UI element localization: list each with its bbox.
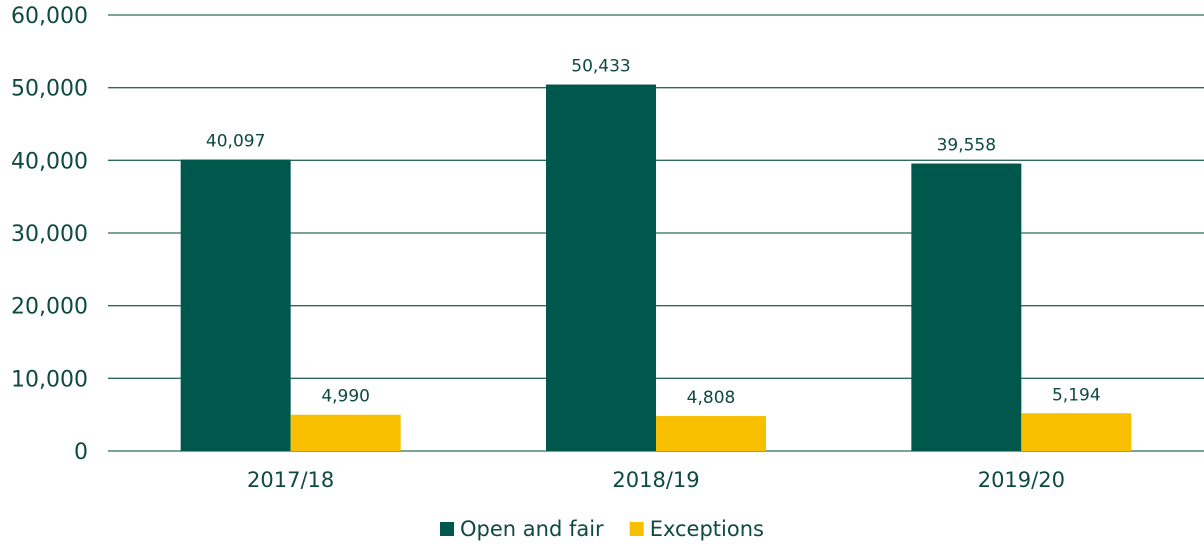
data-label: 4,990 xyxy=(321,387,370,407)
bar xyxy=(546,84,656,451)
legend-label: Exceptions xyxy=(650,517,764,541)
data-label: 4,808 xyxy=(687,388,736,408)
x-tick-label: 2017/18 xyxy=(247,468,334,492)
y-tick-label: 0 xyxy=(74,440,88,465)
y-tick-label: 30,000 xyxy=(11,222,88,247)
data-label: 5,194 xyxy=(1052,385,1101,405)
x-tick-label: 2018/19 xyxy=(612,468,699,492)
bar xyxy=(911,163,1022,451)
bar xyxy=(1021,413,1132,451)
data-label: 39,558 xyxy=(937,136,996,156)
data-label: 40,097 xyxy=(206,132,265,152)
legend-label: Open and fair xyxy=(460,517,604,541)
y-tick-label: 10,000 xyxy=(11,367,88,392)
y-tick-label: 40,000 xyxy=(11,149,88,174)
y-tick-label: 60,000 xyxy=(11,4,88,29)
legend-swatch xyxy=(629,522,644,536)
y-tick-label: 50,000 xyxy=(11,77,88,102)
y-tick-label: 20,000 xyxy=(11,295,88,320)
x-tick-label: 2019/20 xyxy=(978,468,1065,492)
legend-swatch xyxy=(440,522,455,536)
bar xyxy=(290,414,401,451)
data-label: 50,433 xyxy=(571,57,630,77)
bar xyxy=(656,416,766,451)
bar xyxy=(180,159,291,451)
